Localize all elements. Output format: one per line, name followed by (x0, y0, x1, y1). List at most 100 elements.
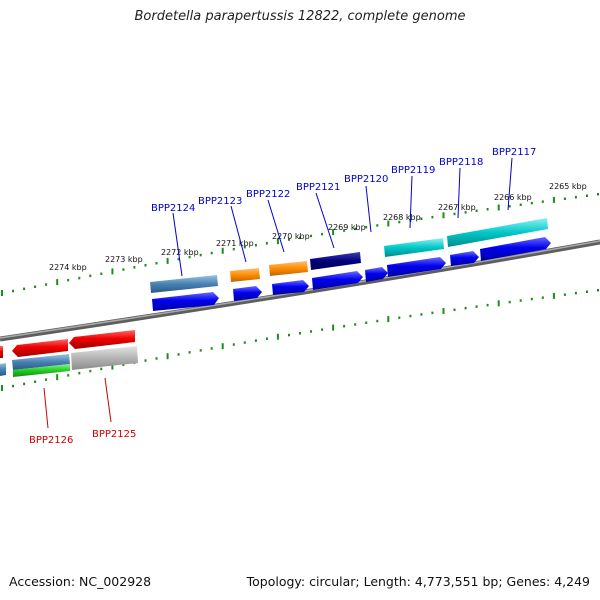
scale-tick-minor (586, 290, 588, 293)
gene-label-bpp2117[interactable]: BPP2117 (492, 147, 536, 158)
scale-tick-major (442, 308, 445, 314)
feature-bpp2125-grey[interactable] (71, 346, 138, 370)
scale-tick-minor (23, 287, 26, 291)
scale-label-2267: 2267 kbp (438, 203, 476, 212)
scale-tick-major (552, 196, 555, 203)
scale-tick-minor (354, 323, 357, 326)
scale-tick-minor (530, 201, 533, 205)
scale-tick-minor (574, 291, 577, 295)
scale-tick-major (497, 300, 500, 307)
cds-bpp2117[interactable] (480, 237, 551, 261)
feature-bpp2123[interactable] (230, 268, 260, 282)
feature-bpp2121[interactable] (310, 252, 361, 270)
feature-bpp2122[interactable] (269, 261, 308, 276)
scale-tick-minor (45, 283, 48, 286)
cds-bpp2126-partial[interactable] (0, 346, 3, 358)
scale-tick-minor (431, 215, 434, 219)
scale-tick-minor (199, 349, 202, 352)
scale-tick-minor (453, 212, 456, 216)
scale-tick-minor (431, 311, 434, 315)
cds-bpp2121[interactable] (312, 271, 363, 290)
gene-label-bpp2118[interactable]: BPP2118 (439, 157, 483, 168)
cds-bpp2123[interactable] (233, 286, 262, 301)
scale-label-2274: 2274 kbp (49, 263, 87, 272)
scale-label-2270: 2270 kbp (272, 232, 310, 241)
scale-tick-minor (475, 209, 478, 213)
scale-tick-minor (343, 324, 346, 328)
gene-label-bpp2120[interactable]: BPP2120 (344, 174, 388, 185)
scale-tick-minor (321, 232, 324, 236)
scale-tick-minor (343, 229, 346, 232)
scale-tick-major (276, 333, 279, 340)
scale-tick-minor (464, 306, 467, 310)
scale-tick-minor (597, 193, 599, 196)
gene-label-bpp2123[interactable]: BPP2123 (198, 196, 242, 207)
scale-tick-major (497, 204, 500, 211)
scale-tick-minor (243, 245, 246, 249)
feature-bpp2119[interactable] (384, 238, 444, 257)
scale-tick-minor (155, 262, 158, 265)
cds-bpp2124[interactable] (152, 292, 219, 311)
scale-tick-minor (530, 297, 533, 301)
scale-tick-minor (365, 321, 368, 324)
gene-label-bpp2125[interactable]: BPP2125 (92, 429, 136, 440)
scale-label-2272: 2272 kbp (161, 248, 199, 257)
feature-lower-left-partial[interactable] (0, 363, 6, 376)
scale-tick-minor (508, 205, 511, 208)
scale-tick-major (56, 374, 59, 381)
cds-track-reverse (0, 330, 135, 358)
scale-tick-minor (133, 266, 136, 269)
scale-tick-minor (199, 253, 202, 257)
scale-tick-minor (67, 374, 70, 377)
scale-tick-minor (12, 384, 14, 388)
gene-label-bpp2119[interactable]: BPP2119 (391, 165, 435, 176)
gene-label-bpp2124[interactable]: BPP2124 (151, 203, 195, 214)
scale-tick-minor (519, 203, 522, 206)
scale-tick-minor (254, 339, 257, 342)
scale-tick-major (387, 316, 390, 323)
gene-label-bpp2121[interactable]: BPP2121 (296, 182, 340, 193)
scale-tick-major (552, 292, 555, 299)
scale-tick-minor (310, 330, 312, 333)
scale-tick-minor (541, 296, 544, 299)
feature-track-lower (0, 346, 138, 377)
scale-label-2269: 2269 kbp (328, 223, 366, 232)
scale-tick-minor (420, 313, 423, 316)
cds-bpp2125[interactable] (69, 330, 135, 349)
scale-tick-minor (398, 316, 401, 319)
cds-bpp2122[interactable] (272, 280, 309, 295)
scale-tick-minor (23, 382, 26, 386)
gene-label-bpp2122[interactable]: BPP2122 (246, 189, 290, 200)
scale-tick-minor (563, 293, 566, 296)
feature-bpp2117-2118[interactable] (447, 218, 548, 247)
scale-tick-minor (541, 200, 544, 203)
scale-track-upper (1, 193, 599, 296)
scale-tick-major (1, 385, 3, 391)
cds-bpp2120[interactable] (365, 267, 388, 282)
scale-label-2266: 2266 kbp (494, 193, 532, 202)
cds-bpp2126[interactable] (12, 339, 68, 357)
scale-tick-major (221, 343, 224, 350)
scale-tick-major (56, 279, 59, 286)
scale-tick-minor (519, 299, 522, 302)
cds-bpp2119[interactable] (387, 257, 446, 277)
scale-tick-minor (574, 196, 577, 199)
feature-bpp2126-green[interactable] (13, 364, 70, 377)
scale-tick-minor (310, 234, 312, 238)
gene-label-bpp2126[interactable]: BPP2126 (29, 435, 73, 446)
scale-tick-minor (232, 343, 235, 346)
scale-tick-minor (365, 225, 368, 229)
scale-tick-major (276, 238, 279, 245)
scale-tick-major (221, 247, 224, 254)
scale-tick-minor (486, 303, 489, 307)
feature-bpp2126-steel[interactable] (12, 354, 70, 370)
cds-bpp2118[interactable] (450, 251, 479, 266)
accession-label: Accession: NC_002928 (9, 574, 152, 589)
scale-label-2265: 2265 kbp (549, 182, 587, 191)
scale-tick-minor (464, 211, 467, 214)
gene-labels: BPP2124 BPP2123 BPP2122 BPP2121 BPP2120 … (29, 147, 536, 446)
scale-tick-minor (45, 378, 48, 381)
scale-tick-minor (89, 369, 92, 373)
feature-bpp2124[interactable] (150, 275, 218, 293)
